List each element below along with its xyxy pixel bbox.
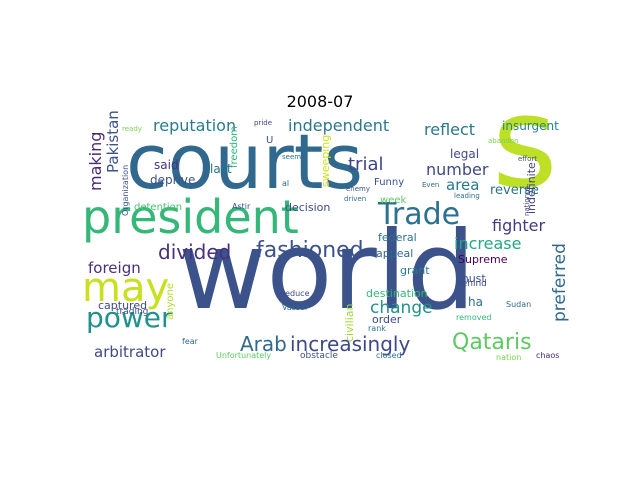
cloud-word: rank (368, 324, 386, 333)
cloud-word: preferred (550, 243, 570, 322)
cloud-word: fighter (492, 216, 546, 235)
cloud-word: reputation (153, 116, 237, 135)
cloud-word: making (86, 131, 105, 191)
cloud-word: may (82, 265, 170, 311)
cloud-word: power (86, 301, 173, 334)
cloud-word: Unfortunately (216, 351, 272, 360)
cloud-word: fashioned (256, 238, 364, 263)
cloud-word: detention (134, 202, 183, 213)
cloud-word: nation (496, 353, 522, 362)
cloud-word: ready (122, 125, 142, 133)
cloud-word: arbitrator (94, 343, 166, 361)
cloud-word: Funny (374, 177, 405, 188)
cloud-word: said (154, 158, 179, 172)
cloud-word: increasingly (290, 332, 411, 356)
cloud-word: trial (348, 154, 384, 175)
cloud-word: Sudan (506, 300, 532, 309)
cloud-word: reflect (424, 120, 476, 139)
cloud-word: must (458, 272, 486, 285)
chart-title: 2008-07 (286, 92, 354, 111)
cloud-word: last (210, 162, 232, 176)
cloud-word: Organization (121, 164, 130, 216)
cloud-word: s (492, 69, 558, 216)
cloud-word: federal (378, 231, 417, 244)
cloud-word: increase (454, 234, 522, 253)
cloud-word: Arab (240, 332, 287, 356)
cloud-word: closed (376, 351, 402, 360)
cloud-word: national (523, 187, 531, 216)
cloud-word: area (446, 176, 480, 194)
cloud-word: insurgent (502, 119, 559, 133)
cloud-word: abandon (488, 137, 519, 145)
cloud-word: independent (288, 116, 390, 135)
cloud-word: al (282, 179, 290, 188)
cloud-word: week (380, 195, 407, 206)
cloud-word: enemy (346, 185, 371, 193)
word-cloud: courts world s president may Trade power fashio… (78, 80, 570, 363)
cloud-word: Even (422, 181, 440, 189)
cloud-word: U (266, 135, 274, 146)
cloud-word: legal (450, 147, 480, 161)
cloud-word: divided (158, 240, 232, 264)
cloud-word: appeal (376, 247, 414, 260)
cloud-word: change (370, 298, 433, 318)
cloud-word: seem (282, 153, 302, 161)
cloud-word: freedom (229, 126, 240, 168)
cloud-word: ha (468, 295, 483, 309)
cloud-word: removed (456, 313, 492, 322)
cloud-word: decision (285, 201, 331, 214)
cloud-word: behind (456, 279, 487, 289)
cloud-word: destination (366, 287, 428, 300)
cloud-word: driven (344, 195, 367, 203)
cloud-word: chaos (536, 351, 560, 360)
cloud-word: order (372, 313, 402, 326)
cloud-word: Astir (232, 202, 251, 211)
cloud-word: Trade (378, 197, 461, 232)
cloud-word: reverse (490, 183, 539, 198)
cloud-word: Supreme (458, 253, 508, 266)
cloud-word: foreign (88, 259, 141, 277)
cloud-word: president (82, 190, 299, 244)
cloud-word: Qataris (452, 330, 532, 355)
cloud-word: obstacle (300, 351, 338, 361)
cloud-word: effort (518, 155, 538, 163)
cloud-word: fear (182, 337, 198, 346)
cloud-word: captured (98, 299, 148, 312)
cloud-word: leading (454, 192, 480, 200)
cloud-word: trading (116, 307, 149, 317)
cloud-word: courts (126, 117, 364, 206)
cloud-word: grant (400, 264, 430, 277)
cloud-word: civilian (343, 303, 356, 343)
cloud-word: pride (254, 119, 273, 127)
cloud-word: reduce (282, 289, 310, 298)
cloud-word: world (178, 209, 476, 334)
cloud-word: anyone (165, 283, 176, 320)
cloud-word: Vassar (282, 303, 309, 312)
cloud-word: sweeping (319, 134, 332, 187)
cloud-word: number (426, 160, 489, 179)
cloud-word: Pakistan (104, 110, 122, 173)
cloud-word: deprive (150, 173, 196, 187)
